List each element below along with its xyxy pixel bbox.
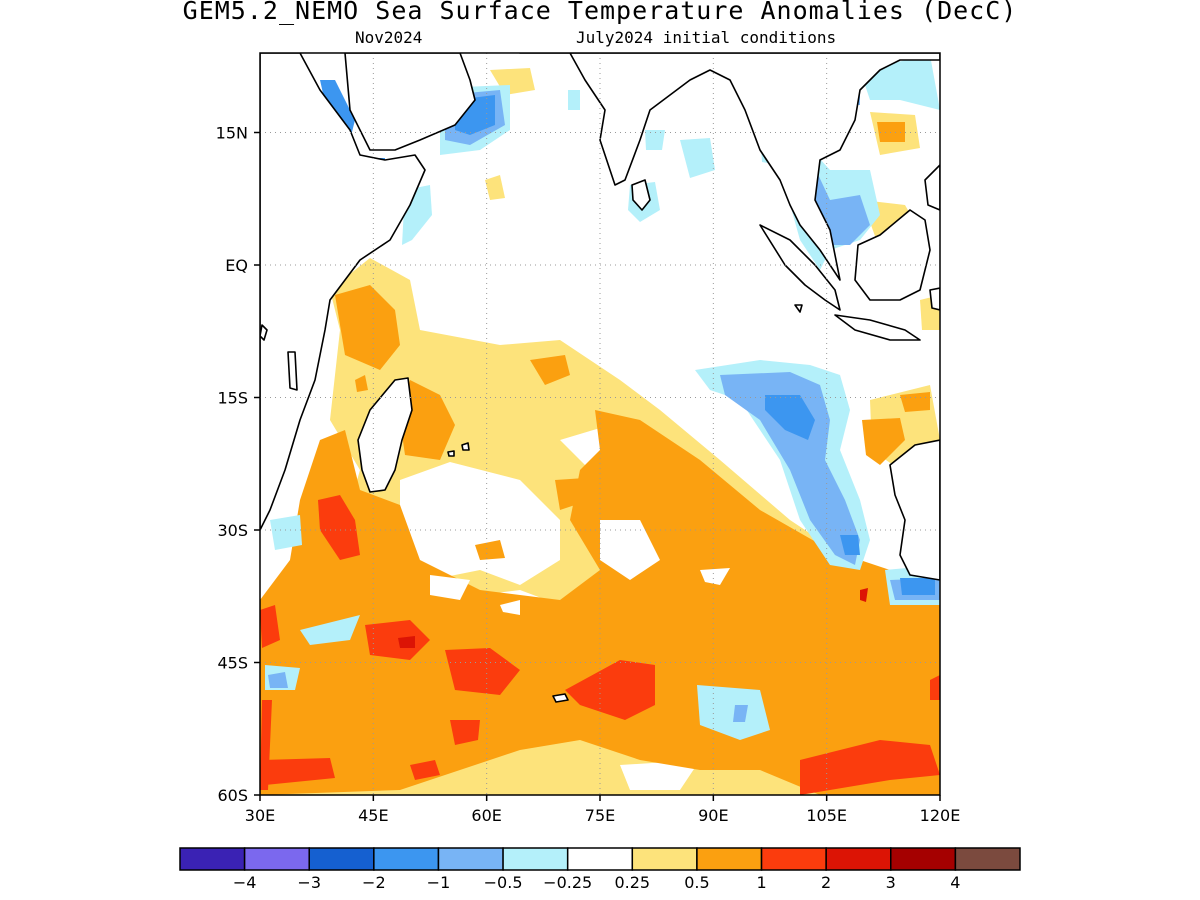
x-tick-label: 90E	[698, 806, 728, 825]
colorbar-swatch	[954, 847, 1021, 871]
colorbar-swatch	[890, 847, 957, 871]
axis-ticks: 30E 45E 60E 75E 90E 105E 120E 15N EQ 15S 30S 45S 60S	[216, 124, 961, 826]
colorbar-label: −1	[427, 873, 451, 892]
colorbar-swatch	[243, 847, 310, 871]
anomaly-field	[260, 53, 940, 795]
colorbar-swatch	[308, 847, 375, 871]
map-title: GEM5.2_NEMO Sea Surface Temperature Anom…	[182, 0, 1018, 25]
y-tick-label: 30S	[217, 521, 248, 540]
y-tick-label: 60S	[217, 786, 248, 805]
x-tick-label: 120E	[920, 806, 961, 825]
colorbar-swatch	[437, 847, 504, 871]
forecast-month: Nov2024	[355, 28, 423, 47]
y-tick-label: 15S	[217, 389, 248, 408]
colorbar-label: −0.25	[543, 873, 592, 892]
colorbar-swatch	[373, 847, 440, 871]
colorbar-label: 2	[821, 873, 831, 892]
colorbar-label: −0.5	[484, 873, 523, 892]
colorbar-swatch	[566, 847, 634, 871]
colorbar-swatch	[696, 847, 763, 871]
colorbar: −4 −3 −2 −1 −0.5 −0.25 0.25 0.5 1 2 3 4	[179, 847, 1021, 892]
x-tick-label: 45E	[358, 806, 388, 825]
coastlines	[260, 53, 940, 703]
colorbar-label: −2	[362, 873, 386, 892]
colorbar-label: 0.5	[684, 873, 709, 892]
x-tick-label: 75E	[585, 806, 615, 825]
colorbar-swatch	[179, 847, 246, 871]
colorbar-label: 4	[950, 873, 960, 892]
x-tick-label: 60E	[471, 806, 501, 825]
colorbar-label: 1	[756, 873, 766, 892]
colorbar-label: −3	[297, 873, 321, 892]
y-tick-label: 15N	[216, 124, 248, 143]
colorbar-swatch	[760, 847, 827, 871]
y-tick-label: EQ	[225, 256, 248, 275]
y-tick-label: 45S	[217, 654, 248, 673]
colorbar-label: −4	[233, 873, 257, 892]
lat-lon-grid	[260, 53, 940, 795]
colorbar-label: 0.25	[614, 873, 650, 892]
x-tick-label: 105E	[806, 806, 847, 825]
initial-conditions: July2024 initial conditions	[576, 28, 837, 47]
colorbar-swatch	[631, 847, 698, 871]
colorbar-swatch	[825, 847, 892, 871]
colorbar-label: 3	[886, 873, 896, 892]
x-tick-label: 30E	[245, 806, 275, 825]
colorbar-swatch	[502, 847, 569, 871]
